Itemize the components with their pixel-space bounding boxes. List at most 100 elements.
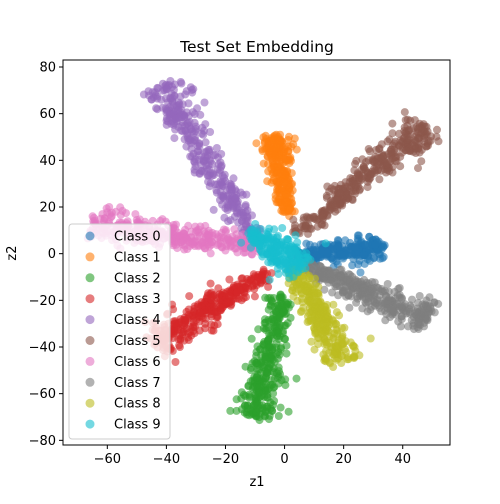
data-point [333,344,342,353]
data-point [315,261,324,270]
data-point [268,407,277,416]
data-point [270,382,279,391]
data-point [281,375,290,384]
y-axis-ticks: −80 −60 −40 −20 0 20 40 60 80 [29,61,63,449]
x-tick-label: 40 [394,452,411,467]
data-point [209,205,218,214]
data-point [338,199,347,208]
data-point [246,405,255,414]
data-point [281,264,290,273]
data-point [375,296,384,305]
data-point [199,130,208,139]
data-point [269,389,278,398]
data-point [407,316,416,325]
data-point [287,199,296,208]
chart-title: Test Set Embedding [179,38,334,56]
data-point [223,298,231,307]
legend-marker [85,356,95,366]
data-point [184,99,193,108]
data-point [301,264,310,273]
data-point [417,157,426,166]
data-point [354,260,363,269]
data-point [364,294,373,303]
data-point [388,129,397,138]
series-4 [139,77,265,250]
data-point [171,319,180,328]
data-point [351,181,360,190]
data-point [184,329,192,338]
data-point [360,259,369,268]
data-point [283,235,292,244]
data-point [215,290,224,299]
data-point [327,342,336,351]
data-point [233,197,242,206]
data-point [427,132,436,141]
data-point [276,321,285,330]
data-point [311,280,320,289]
data-point [375,249,383,258]
data-point [422,122,431,131]
data-point [282,156,291,165]
data-point [241,201,250,210]
data-point [207,238,216,246]
data-point [419,302,428,311]
data-point [279,203,287,211]
data-point [272,233,281,242]
data-point [371,301,379,310]
data-point [170,134,179,143]
data-point [434,137,443,146]
data-point [365,147,374,156]
data-point [201,319,210,328]
data-point [340,345,349,354]
data-point [256,225,265,234]
data-point [305,316,313,325]
data-point [276,344,285,353]
data-point [266,293,275,302]
data-point [412,307,421,316]
x-axis-ticks: −60 −40 −20 0 20 40 [94,445,411,467]
data-point [266,151,275,160]
data-point [217,162,226,171]
legend-label: Class 0 [114,230,161,245]
data-point [269,176,278,185]
data-point [221,177,230,186]
data-point [268,315,277,324]
data-point [321,354,330,363]
data-point [221,226,230,235]
x-tick-label: −60 [94,452,121,467]
y-axis-label: z2 [5,245,20,260]
data-point [255,240,264,249]
series-1 [252,130,301,221]
x-tick-label: 20 [335,452,352,467]
data-point [275,367,283,376]
data-point [273,258,282,267]
data-point [189,85,198,94]
data-point [284,206,293,215]
data-point [329,185,338,194]
y-tick-label: 80 [39,61,56,76]
data-point [261,318,270,327]
data-point [195,169,204,177]
data-point [176,92,185,101]
data-point [349,255,358,263]
data-point [285,132,293,141]
data-point [303,281,312,290]
data-point [310,345,319,354]
data-point [404,322,413,331]
data-point [153,105,162,114]
data-point [385,135,394,144]
data-point [148,216,157,225]
x-tick-label: −40 [153,452,180,467]
data-point [230,225,239,234]
data-point [384,150,393,159]
legend-marker [85,231,95,241]
data-point [334,241,343,250]
data-point [88,212,97,221]
data-point [202,293,211,302]
legend-marker [85,252,95,262]
x-axis-label: z1 [249,475,264,490]
y-tick-label: −80 [29,434,56,449]
x-tick-label: −20 [212,452,239,467]
data-point [242,190,251,199]
legend-marker [85,336,95,345]
